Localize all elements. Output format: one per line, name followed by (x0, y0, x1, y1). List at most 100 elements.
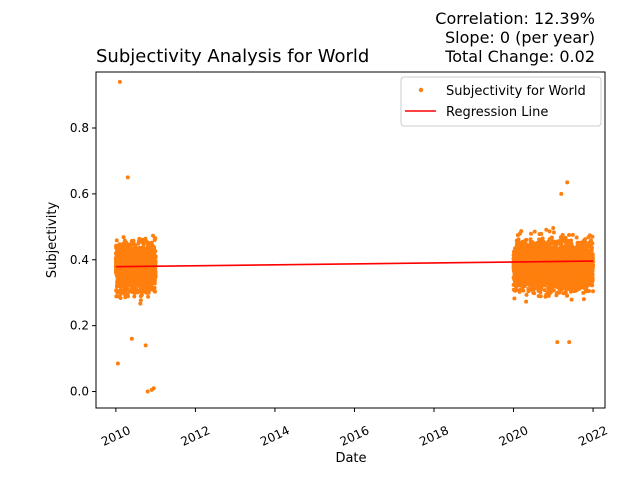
scatter-point (568, 286, 573, 290)
scatter-point (557, 286, 562, 291)
scatter-point (514, 238, 519, 243)
scatter-point (135, 257, 140, 262)
scatter-point (524, 292, 529, 297)
scatter-point (543, 241, 548, 246)
scatter-point (519, 255, 524, 260)
scatter-point (115, 284, 119, 289)
scatter-point (572, 252, 577, 257)
scatter-point (141, 245, 146, 250)
scatter-point (115, 267, 119, 272)
scatter-point (558, 262, 563, 267)
scatter-point (572, 271, 577, 276)
scatter-point (554, 293, 559, 298)
scatter-point (561, 268, 566, 273)
scatter-point (138, 298, 143, 303)
scatter-point (147, 275, 152, 279)
scatter-point (520, 276, 525, 280)
scatter-point (558, 251, 563, 256)
scatter-point-outlier (555, 340, 560, 345)
scatter-point (126, 257, 131, 261)
scatter-point (572, 263, 577, 268)
scatter-point (124, 277, 129, 282)
scatter-point (138, 301, 143, 306)
y-tick-label: 0.8 (70, 121, 89, 135)
scatter-point (560, 285, 565, 290)
x-tick-label: 2010 (99, 423, 133, 449)
scatter-point (567, 233, 572, 237)
scatter-point (152, 246, 157, 251)
scatter-point (130, 290, 135, 294)
scatter-point (588, 271, 593, 276)
scatter-point (153, 269, 158, 274)
scatter-point (519, 229, 524, 234)
scatter-point (533, 241, 538, 246)
scatter-point (528, 283, 533, 288)
scatter-point (152, 249, 157, 254)
scatter-point (149, 240, 154, 245)
scatter-point (128, 271, 133, 276)
scatter-point (129, 239, 134, 243)
scatter-point (122, 238, 127, 243)
scatter-point (546, 243, 551, 248)
x-axis: 2010 2012 2014 2016 2018 2020 2022 (99, 408, 610, 449)
x-tick-label: 2022 (576, 423, 610, 449)
scatter-point (531, 290, 536, 295)
scatter-point (591, 289, 595, 294)
scatter-point (122, 253, 127, 258)
regression-line (115, 260, 594, 268)
scatter-point (123, 260, 128, 265)
scatter-point (136, 250, 141, 255)
scatter-point (145, 289, 149, 294)
scatter-point (115, 249, 120, 254)
scatter-point (580, 257, 585, 262)
scatter-point (584, 289, 588, 293)
scatter-point (515, 233, 520, 238)
scatter-point (584, 246, 589, 251)
scatter-point (526, 289, 531, 294)
scatter-point (538, 251, 543, 256)
scatter-point (546, 261, 551, 266)
scatter-point (140, 240, 145, 244)
scatter-point (127, 260, 132, 264)
x-tick-label: 2020 (497, 423, 531, 449)
scatter-point (544, 267, 549, 271)
stat-correlation: Correlation: 12.39% (435, 9, 595, 28)
scatter-point (541, 276, 546, 281)
scatter-point (152, 287, 157, 292)
scatter-point (513, 264, 518, 269)
scatter-point (590, 234, 595, 239)
scatter-point (588, 279, 593, 284)
scatter-point (129, 242, 134, 247)
scatter-point (582, 278, 586, 283)
scatter-point (511, 256, 516, 261)
scatter-point (565, 277, 570, 282)
scatter-point (127, 275, 132, 280)
legend-box (400, 76, 602, 127)
scatter-point (569, 297, 574, 302)
scatter-point (521, 244, 526, 249)
scatter-point (552, 275, 557, 280)
scatter-point (149, 247, 153, 252)
scatter-point (529, 231, 533, 236)
scatter-point (542, 283, 547, 288)
scatter-point (556, 269, 561, 274)
scatter-point (536, 284, 540, 289)
scatter-point (125, 267, 130, 272)
scatter-point (151, 273, 156, 277)
scatter-point (515, 276, 520, 281)
scatter-point (584, 284, 589, 289)
scatter-point-outlier (129, 336, 134, 341)
scatter-point (142, 268, 147, 272)
scatter-point (146, 294, 151, 299)
scatter-point (568, 256, 573, 261)
scatter-point (119, 245, 124, 250)
scatter-point (549, 236, 554, 241)
scatter-point (515, 269, 520, 274)
legend-marker-scatter (418, 87, 424, 93)
scatter-point (116, 289, 121, 294)
scatter-point (137, 289, 142, 294)
scatter-point (588, 282, 593, 287)
scatter-point (145, 261, 149, 266)
legend-label-scatter: Subjectivity for World (446, 84, 586, 99)
scatter-point (134, 282, 139, 287)
